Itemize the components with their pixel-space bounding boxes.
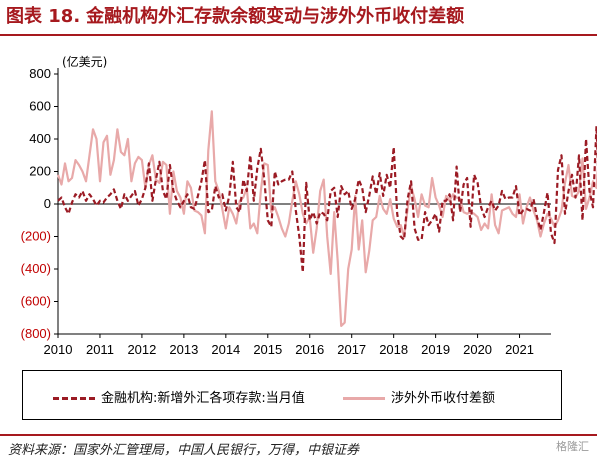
series-line-fx-deposits <box>57 124 597 274</box>
y-tick-label: (600) <box>21 294 51 309</box>
line-chart: (亿美元)8006004002000(200)(400)(600)(800)20… <box>21 54 597 357</box>
legend-item-deposits: 金融机构:新增外汇各项存款:当月值 <box>53 387 305 406</box>
x-tick-label: 2012 <box>127 342 156 357</box>
legend-swatch-dashed <box>53 397 95 400</box>
y-tick-label: (800) <box>21 326 51 341</box>
x-tick-label: 2016 <box>295 342 324 357</box>
y-tick-label: 400 <box>29 131 51 146</box>
y-unit-label: (亿美元) <box>62 54 107 69</box>
x-tick-label: 2020 <box>463 342 492 357</box>
x-tick-label: 2013 <box>169 342 198 357</box>
legend-swatch-solid <box>343 397 385 400</box>
y-tick-label: 200 <box>29 164 51 179</box>
watermark: 格隆汇 <box>556 440 589 453</box>
legend-label-deposits: 金融机构:新增外汇各项存款:当月值 <box>101 391 305 406</box>
x-tick-label: 2010 <box>44 342 73 357</box>
legend: 金融机构:新增外汇各项存款:当月值 涉外外币收付差额 <box>22 370 562 420</box>
x-tick-label: 2015 <box>253 342 282 357</box>
y-tick-label: 800 <box>29 66 51 81</box>
x-tick-label: 2021 <box>505 342 534 357</box>
y-tick-label: (200) <box>21 229 51 244</box>
x-tick-label: 2018 <box>379 342 408 357</box>
figure-label: 图表 18. <box>6 6 81 27</box>
x-tick-label: 2019 <box>421 342 450 357</box>
x-tick-label: 2011 <box>86 342 114 357</box>
legend-item-receipts: 涉外外币收付差额 <box>343 387 495 406</box>
title-text: 金融机构外汇存款余额变动与涉外外币收付差额 <box>86 6 465 27</box>
y-tick-label: (400) <box>21 261 51 276</box>
source-note: 资料来源：国家外汇管理局，中国人民银行，万得，中银证券 <box>0 434 597 470</box>
chart-title: 图表 18. 金融机构外汇存款余额变动与涉外外币收付差额 <box>0 0 597 36</box>
x-tick-label: 2014 <box>211 342 240 357</box>
x-tick-label: 2017 <box>337 342 366 357</box>
y-tick-label: 600 <box>29 99 51 114</box>
y-tick-label: 0 <box>44 196 51 211</box>
legend-label-receipts: 涉外外币收付差额 <box>391 391 496 406</box>
